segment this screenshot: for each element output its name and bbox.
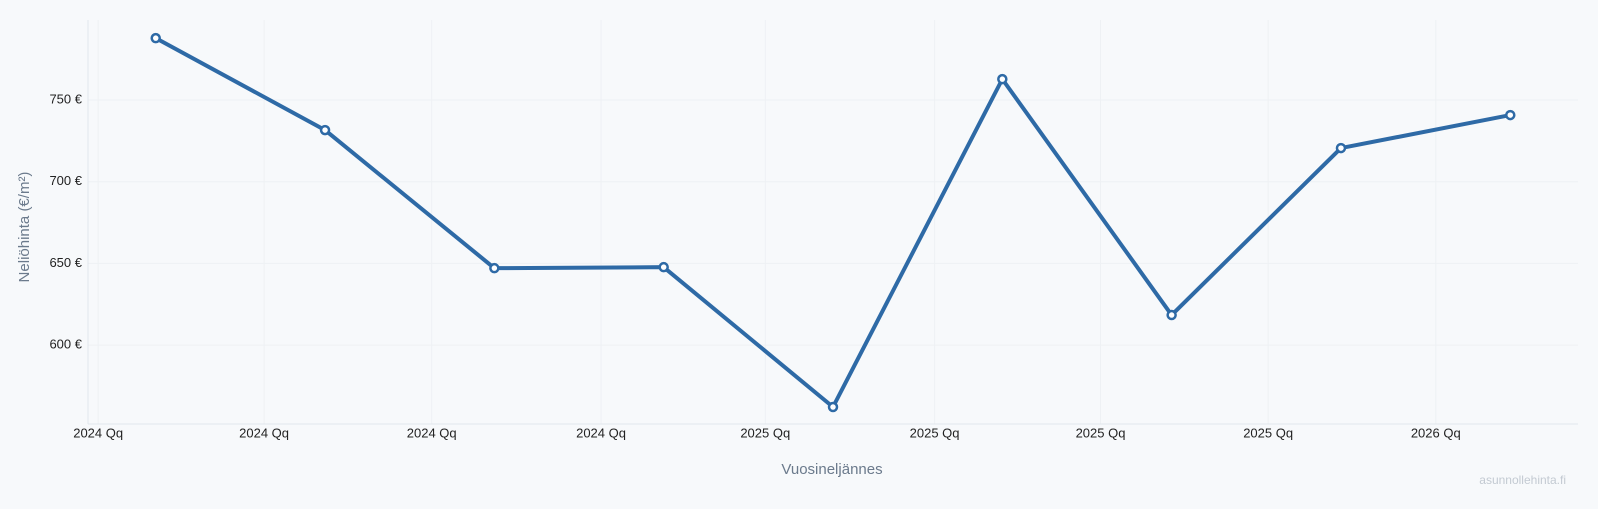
point xyxy=(150,32,161,44)
point xyxy=(489,262,500,274)
point xyxy=(997,73,1008,85)
x-tick-label: 2024 Qq xyxy=(239,425,289,440)
point xyxy=(1505,109,1516,121)
x-tick-label: 2024 Qq xyxy=(407,425,457,440)
point xyxy=(319,124,331,136)
x-tick-label: 2026 Qq xyxy=(1411,425,1461,440)
point xyxy=(1166,309,1177,321)
watermark: asunnollehinta.fi xyxy=(1479,473,1566,487)
x-tick-label: 2025 Qq xyxy=(1076,425,1126,440)
x-tick-label: 2024 Qq xyxy=(73,425,123,440)
point xyxy=(827,401,839,413)
x-axis-label: Vuosineljännes xyxy=(781,461,882,478)
x-tick-label: 2025 Qq xyxy=(910,425,960,440)
y-tick-label: 700 € xyxy=(49,173,82,188)
point xyxy=(1335,142,1347,154)
x-tick-label: 2025 Qq xyxy=(740,425,790,440)
x-tick-label: 2025 Qq xyxy=(1243,425,1293,440)
y-axis-label: Neliöhinta (€/m²) xyxy=(16,172,33,283)
x-tick-label: 2024 Qq xyxy=(576,425,626,440)
y-tick-label: 750 € xyxy=(49,91,82,106)
point xyxy=(658,261,669,273)
y-tick-label: 600 € xyxy=(49,337,82,352)
y-tick-label: 650 € xyxy=(49,255,82,270)
